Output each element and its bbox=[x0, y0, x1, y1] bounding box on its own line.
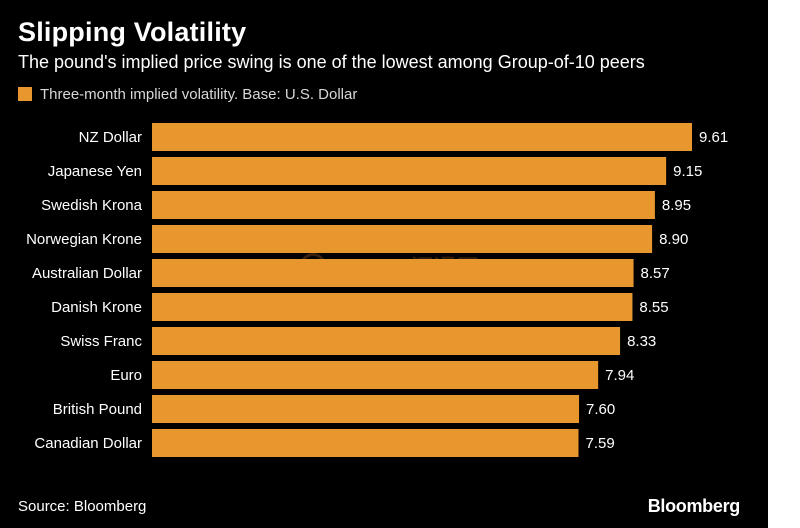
data-label: 8.90 bbox=[659, 231, 688, 248]
data-label: 8.33 bbox=[627, 333, 656, 350]
category-label: Norwegian Krone bbox=[26, 231, 142, 248]
category-label: NZ Dollar bbox=[79, 129, 142, 146]
chart-subtitle: The pound's implied price swing is one o… bbox=[18, 52, 645, 72]
legend: Three-month implied volatility. Base: U.… bbox=[18, 84, 357, 104]
category-label: Australian Dollar bbox=[32, 265, 142, 282]
data-label: 8.57 bbox=[641, 265, 670, 282]
bar bbox=[152, 157, 667, 185]
data-label: 7.59 bbox=[585, 435, 614, 452]
bar bbox=[152, 327, 621, 355]
data-label: 8.55 bbox=[639, 299, 668, 316]
data-label: 9.61 bbox=[699, 129, 728, 146]
legend-swatch bbox=[18, 87, 32, 101]
data-label: 9.15 bbox=[673, 163, 702, 180]
category-label: Danish Krone bbox=[51, 299, 142, 316]
bar bbox=[152, 361, 599, 389]
bar-chart: NZ Dollar 9.61 Japanese Yen 9.15 Swedish Kro… bbox=[26, 123, 728, 457]
chart-panel: Slipping Volatility The pound's implied … bbox=[0, 0, 768, 528]
bar bbox=[152, 259, 634, 287]
bar bbox=[152, 225, 653, 253]
bar bbox=[152, 123, 692, 151]
data-label: 8.95 bbox=[662, 197, 691, 214]
bar bbox=[152, 293, 633, 321]
category-label: Japanese Yen bbox=[48, 163, 142, 180]
chart-title: Slipping Volatility bbox=[18, 17, 247, 47]
category-label: Swiss Franc bbox=[60, 333, 142, 350]
legend-label: Three-month implied volatility. Base: U.… bbox=[40, 85, 358, 103]
bloomberg-logo: Bloomberg bbox=[647, 496, 741, 516]
bar bbox=[152, 191, 655, 219]
source-note: Source: Bloomberg bbox=[18, 498, 147, 515]
category-label: Euro bbox=[110, 367, 142, 384]
category-label: Canadian Dollar bbox=[34, 435, 142, 452]
category-label: British Pound bbox=[53, 401, 142, 418]
category-label: Swedish Krona bbox=[41, 197, 143, 214]
data-label: 7.94 bbox=[605, 367, 634, 384]
bar bbox=[152, 395, 580, 423]
data-label: 7.60 bbox=[586, 401, 615, 418]
bar bbox=[152, 429, 579, 457]
